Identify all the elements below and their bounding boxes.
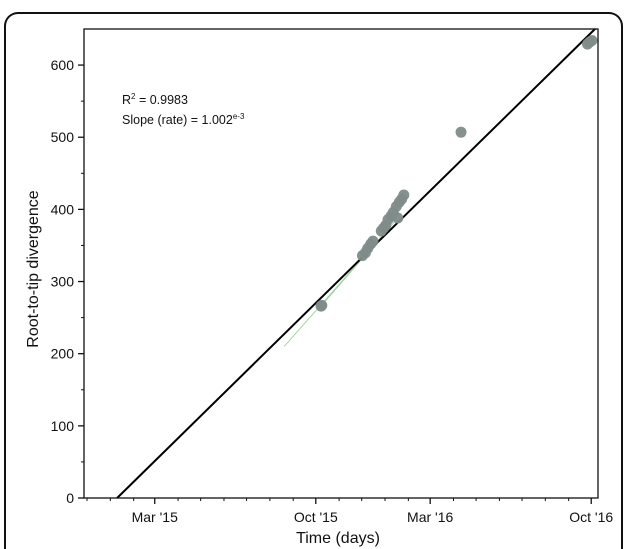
x-tick-label: Mar '15 bbox=[132, 509, 178, 525]
x-axis-title: Time (days) bbox=[296, 530, 380, 547]
y-tick-label: 600 bbox=[51, 57, 75, 73]
x-tick-label: Oct '15 bbox=[294, 509, 338, 525]
regression-line bbox=[116, 28, 596, 499]
x-tick-label: Mar '16 bbox=[407, 509, 453, 525]
r2-annotation: R2 = 0.9983 bbox=[122, 92, 188, 107]
y-tick-label: 0 bbox=[66, 490, 74, 506]
tree-edges bbox=[283, 217, 399, 347]
y-tick-label: 300 bbox=[51, 274, 75, 290]
plot-box bbox=[83, 28, 599, 499]
tree-edge bbox=[321, 224, 392, 306]
y-tick-label: 500 bbox=[51, 129, 75, 145]
data-point bbox=[455, 126, 467, 138]
y-tick-label: 200 bbox=[51, 346, 75, 362]
data-point bbox=[586, 35, 598, 47]
data-point bbox=[367, 235, 379, 247]
y-tick-label: 400 bbox=[51, 201, 75, 217]
figure-frame bbox=[4, 12, 623, 549]
axes: 0 100 200 300 400 500 600 Mar '15 Oct '15 Mar '16… bbox=[51, 28, 613, 525]
slope-annotation: Slope (rate) = 1.002e-3 bbox=[122, 112, 245, 127]
y-tick-label: 100 bbox=[51, 418, 75, 434]
x-tick-label: Oct '16 bbox=[569, 509, 613, 525]
data-points bbox=[315, 35, 598, 312]
data-point bbox=[316, 299, 328, 311]
y-axis-title: Root-to-tip divergence bbox=[25, 190, 42, 348]
data-point bbox=[392, 212, 404, 224]
data-point bbox=[398, 189, 410, 201]
